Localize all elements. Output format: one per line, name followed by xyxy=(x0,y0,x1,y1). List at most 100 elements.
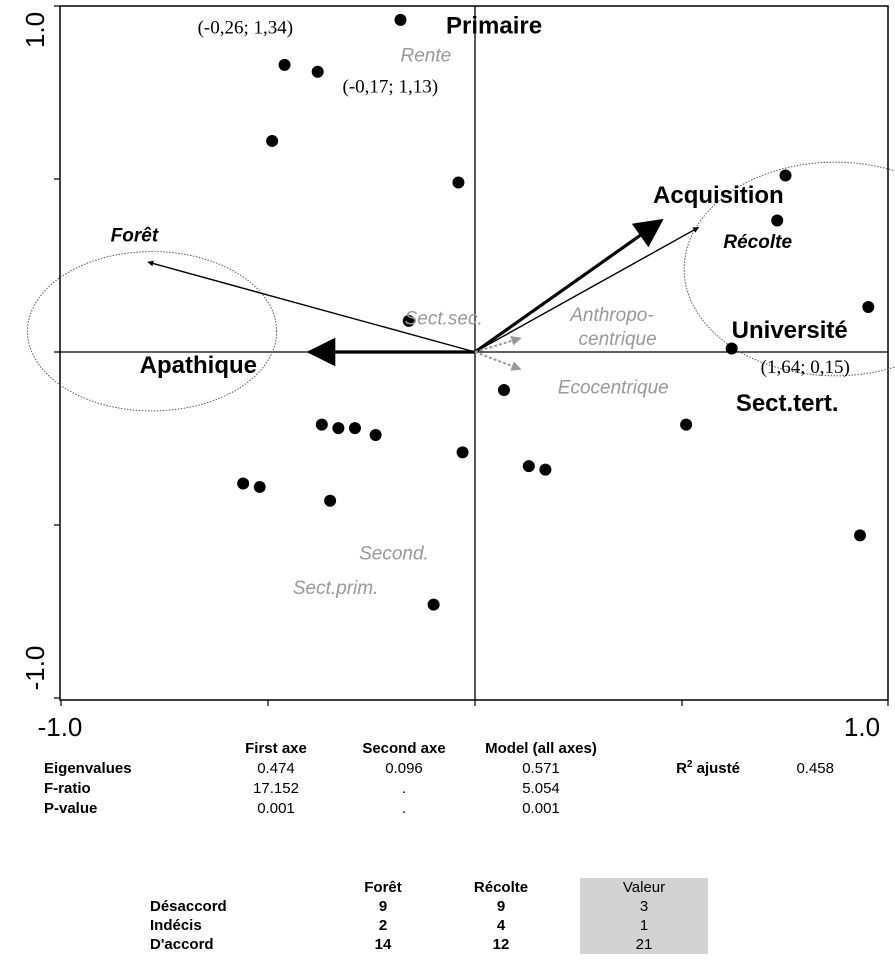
stats-value: 0.571 xyxy=(522,759,560,777)
stats-header-model: Model (all axes) xyxy=(485,739,597,757)
data-point xyxy=(456,446,469,459)
plot-label: (1,64; 0,15) xyxy=(761,357,850,378)
counts-header-valeur: Valeur xyxy=(580,878,708,897)
x-tick-label: -1.0 xyxy=(38,712,83,740)
stats-value: 5.054 xyxy=(522,779,560,797)
plot-label: Primaire xyxy=(446,13,542,40)
r2-r: R xyxy=(676,760,687,777)
group-ellipse xyxy=(27,251,278,412)
stats-spacer xyxy=(764,778,834,798)
stats-header-spacer xyxy=(614,738,764,758)
plot-label: Acquisition xyxy=(653,182,784,209)
data-point xyxy=(253,480,266,493)
counts-value-valeur: 3 xyxy=(580,897,708,916)
stats-header-empty xyxy=(44,738,212,758)
data-point xyxy=(315,418,328,431)
stats-value: . xyxy=(401,799,407,817)
plot-label: Université xyxy=(732,317,848,344)
data-point xyxy=(278,58,291,71)
data-point xyxy=(332,422,345,435)
data-point xyxy=(324,494,337,507)
stats-header-first: First axe xyxy=(245,739,307,757)
stats-value: 0.474 xyxy=(257,759,295,777)
counts-gap xyxy=(560,878,580,897)
plot-label: centrique xyxy=(579,329,657,350)
r2-label: R2 ajusté xyxy=(614,758,764,778)
stats-label: Eigenvalues xyxy=(44,759,132,777)
data-point xyxy=(522,460,535,473)
stats-value: 0.001 xyxy=(257,799,295,817)
data-point xyxy=(862,301,875,314)
vector-arrow xyxy=(474,218,664,354)
x-tick-label: 1.0 xyxy=(844,712,880,740)
y-tick-label: -1.0 xyxy=(20,646,50,691)
counts-row: D'accord 14 12 21 xyxy=(150,935,708,954)
plot-label: Apathique xyxy=(140,352,257,379)
counts-value: 4 xyxy=(496,917,506,934)
y-tick-label: 1.0 xyxy=(20,12,50,48)
counts-gap xyxy=(560,916,580,935)
counts-header-empty xyxy=(150,878,324,897)
data-point xyxy=(369,429,382,442)
counts-header: Récolte xyxy=(473,879,529,896)
data-point xyxy=(427,598,440,611)
counts-value: 9 xyxy=(378,898,388,915)
counts-value: 2 xyxy=(378,917,388,934)
plot-label: Sect.tert. xyxy=(736,390,839,417)
plot-label: Rente xyxy=(400,45,451,66)
data-point xyxy=(237,477,250,490)
data-point xyxy=(394,13,407,26)
r2-value: 0.458 xyxy=(796,759,834,777)
plot-label: Sect.prim. xyxy=(293,578,379,599)
counts-header: Forêt xyxy=(364,879,402,896)
plot-label: Sect.sec. xyxy=(405,308,483,329)
plot-label: Second. xyxy=(359,544,429,565)
stats-row-pvalue: P-value 0.001 . 0.001 xyxy=(44,798,834,818)
stats-header-spacer2 xyxy=(764,738,834,758)
data-point xyxy=(452,176,465,189)
counts-value: 14 xyxy=(374,936,392,953)
data-point xyxy=(854,529,867,542)
stats-header-second: Second axe xyxy=(362,739,446,757)
vector-arrow xyxy=(474,226,700,353)
ellipses xyxy=(27,161,895,412)
counts-row: Indécis 2 4 1 xyxy=(150,916,708,935)
stats-value: 0.096 xyxy=(385,759,423,777)
counts-table: Forêt Récolte Valeur Désaccord 9 9 3 Ind… xyxy=(150,878,708,954)
gray-vector-arrow xyxy=(474,351,522,371)
r2-sup: 2 xyxy=(686,759,693,770)
plot-label: Anthropo- xyxy=(569,305,653,326)
data-point xyxy=(402,314,415,327)
counts-gap xyxy=(560,897,580,916)
stats-row-fratio: F-ratio 17.152 . 5.054 xyxy=(44,778,834,798)
data-point xyxy=(779,169,792,182)
plot-label: Récolte xyxy=(723,232,792,253)
ordination-plot: (-0,26; 1,34) Primaire Rente (-0,17; 1,13) A… xyxy=(20,5,895,740)
data-point xyxy=(266,134,279,147)
counts-row: Désaccord 9 9 3 xyxy=(150,897,708,916)
stats-spacer xyxy=(764,798,834,818)
stats-label: F-ratio xyxy=(44,779,91,797)
data-point xyxy=(311,65,324,78)
plot-label: Forêt xyxy=(111,225,159,246)
plot-label: (-0,17; 1,13) xyxy=(343,77,439,98)
plot-border xyxy=(59,5,889,701)
stats-value: 0.001 xyxy=(522,799,560,817)
plot-label: Ecocentrique xyxy=(558,378,669,399)
counts-value: 9 xyxy=(496,898,506,915)
counts-value-valeur: 21 xyxy=(580,935,708,954)
data-point xyxy=(348,422,361,435)
data-point xyxy=(725,342,738,355)
counts-header-row: Forêt Récolte Valeur xyxy=(150,878,708,897)
stats-spacer xyxy=(614,798,764,818)
data-point xyxy=(497,384,510,397)
vector-arrow xyxy=(147,260,476,353)
stats-value: . xyxy=(401,779,407,797)
stats-label: P-value xyxy=(44,799,98,817)
r2-suffix: ajusté xyxy=(692,760,740,777)
vectors xyxy=(147,218,700,371)
plot-label: (-0,26; 1,34) xyxy=(198,18,294,39)
stats-header-row: First axe Second axe Model (all axes) xyxy=(44,738,834,758)
counts-label: D'accord xyxy=(150,936,214,953)
counts-gap xyxy=(560,935,580,954)
